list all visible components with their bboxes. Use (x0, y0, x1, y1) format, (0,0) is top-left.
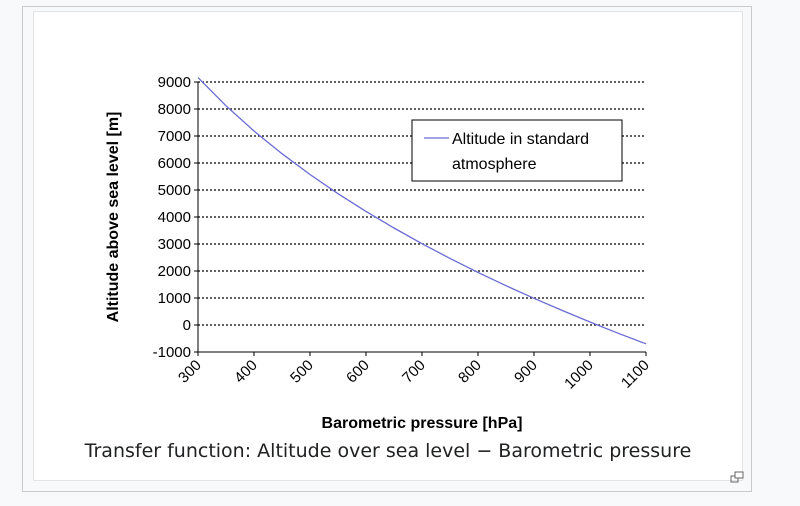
x-tick-label: 300 (175, 357, 205, 387)
y-tick-labels: 9000 8000 7000 6000 5000 4000 3000 2000 1000 0 -10… (153, 74, 191, 361)
series-lines (197, 77, 647, 345)
x-tick-labels: 300 400 500 600 700 800 900 1000 1100 (175, 357, 653, 393)
x-tick-label: 500 (287, 357, 317, 387)
y-tick-label: 6000 (158, 155, 191, 172)
y-tick-label: -1000 (153, 344, 191, 361)
x-tick-label: 800 (455, 357, 485, 387)
y-tick-label: 1000 (158, 290, 191, 307)
enlarge-icon[interactable] (730, 470, 744, 484)
y-tick-label: 9000 (158, 74, 191, 91)
legend-label: Altitude in standard atmosphere (452, 131, 593, 173)
x-tick-label: 700 (399, 357, 429, 387)
y-tick-label: 7000 (158, 128, 191, 145)
figure-caption: Transfer function: Altitude over sea lev… (84, 440, 692, 462)
x-tick-label: 400 (231, 357, 261, 387)
y-tick-label: 0 (183, 317, 191, 334)
x-axis-label: Barometric pressure [hPa] (322, 415, 523, 432)
x-tick-label: 900 (511, 357, 541, 387)
x-tick-label: 1100 (618, 357, 653, 392)
axes (194, 81, 647, 356)
y-tick-label: 4000 (158, 209, 191, 226)
x-tick-label: 600 (343, 357, 373, 387)
legend: Altitude in standard atmosphere (411, 119, 623, 182)
y-tick-label: 2000 (158, 263, 191, 280)
gridlines (198, 81, 646, 326)
y-axis-label: Altitude above sea level [m] (105, 112, 122, 323)
line-chart: 9000 8000 7000 6000 5000 4000 3000 2000 1000 0 -10… (105, 74, 653, 432)
chart-panel: 9000 8000 7000 6000 5000 4000 3000 2000 1000 0 -10… (33, 11, 743, 481)
y-tick-label: 5000 (158, 182, 191, 199)
y-tick-label: 3000 (158, 236, 191, 253)
x-tick-label: 1000 (561, 357, 597, 393)
figure-frame: 9000 8000 7000 6000 5000 4000 3000 2000 1000 0 -10… (22, 6, 752, 492)
y-tick-label: 8000 (158, 101, 191, 118)
series-line (197, 77, 647, 345)
legend-box (411, 119, 623, 182)
